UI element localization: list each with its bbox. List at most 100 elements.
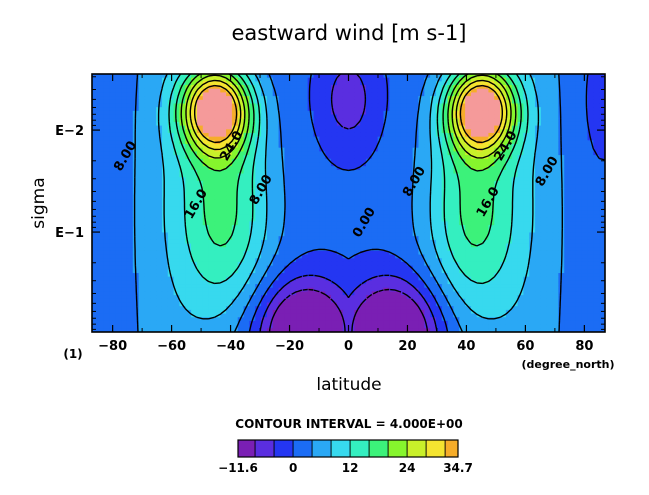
field-cell [435,129,443,134]
field-cell [109,247,116,252]
field-cell [517,273,524,278]
field-cell [284,199,291,204]
field-cell [575,173,583,178]
field-cell [575,269,583,274]
field-cell [278,74,285,79]
field-cell [453,77,460,82]
field-cell [540,214,548,219]
field-cell [465,258,472,263]
field-cell [575,96,583,101]
field-cell [231,210,239,215]
field-cell [523,228,530,234]
field-cell [167,247,175,252]
field-cell [430,136,437,141]
field-cell [395,191,402,197]
field-cell [290,214,297,219]
field-cell [465,88,472,94]
field-cell [208,269,216,274]
field-cell [360,191,367,197]
field-cell [360,228,367,234]
field-cell [371,136,379,141]
field-cell [138,125,146,130]
field-cell [400,140,408,145]
field-cell [412,199,420,204]
field-cell [167,228,175,234]
field-cell [441,247,449,252]
field-cell [336,169,344,175]
field-cell [406,155,414,160]
field-cell [132,158,140,164]
field-cell [336,191,344,197]
field-cell [348,199,355,204]
field-cell [535,203,542,208]
field-cell [575,107,583,112]
field-cell [441,162,449,167]
field-cell [424,265,431,270]
field-cell [284,191,291,197]
field-cell [179,110,186,116]
field-cell [220,239,227,245]
field-cell [92,265,99,270]
field-cell [126,162,134,167]
field-cell [529,85,536,90]
field-cell [395,85,402,90]
field-cell [307,99,315,105]
field-cell [476,180,484,186]
field-cell [307,214,315,219]
field-cell [231,273,239,278]
field-cell [511,243,519,248]
field-cell [208,184,216,189]
field-cell [453,191,460,197]
field-cell [255,125,262,130]
field-cell [290,151,297,156]
field-cell [261,269,268,274]
field-cell [202,217,210,223]
field-cell [540,140,548,145]
field-cell [266,81,274,86]
field-cell [395,247,402,252]
field-cell [441,280,449,285]
field-cell [383,236,390,241]
field-cell [138,273,146,278]
field-cell [570,136,577,141]
field-cell [243,184,250,189]
field-cell [132,199,140,204]
field-cell [196,203,204,208]
field-cell [400,250,408,256]
field-cell [465,214,472,219]
field-cell [505,169,513,175]
field-cell [173,158,181,164]
field-cell [435,180,443,186]
field-cell [348,103,355,108]
field-cell [570,166,577,171]
field-cell [336,214,344,219]
field-cell [278,162,285,167]
field-cell [243,195,250,200]
field-cell [418,265,425,270]
field-cell [430,155,437,160]
field-cell [255,225,262,230]
field-cell [441,254,449,259]
field-cell [319,258,326,263]
field-cell [470,177,478,182]
field-cell [365,121,373,127]
field-cell [144,107,151,112]
field-cell [272,203,280,208]
field-cell [395,180,402,186]
field-cell [581,188,589,193]
field-cell [150,85,157,90]
field-cell [290,177,297,182]
field-cell [150,74,157,79]
field-cell [191,158,198,164]
field-cell [231,188,239,193]
field-cell [126,147,134,152]
field-cell [126,232,134,237]
field-cell [226,155,233,160]
field-cell [237,173,245,178]
field-cell [400,195,408,200]
field-cell [319,81,326,86]
field-cell [441,155,449,160]
field-cell [92,195,99,200]
field-cell [447,144,455,149]
field-cell [121,214,128,219]
